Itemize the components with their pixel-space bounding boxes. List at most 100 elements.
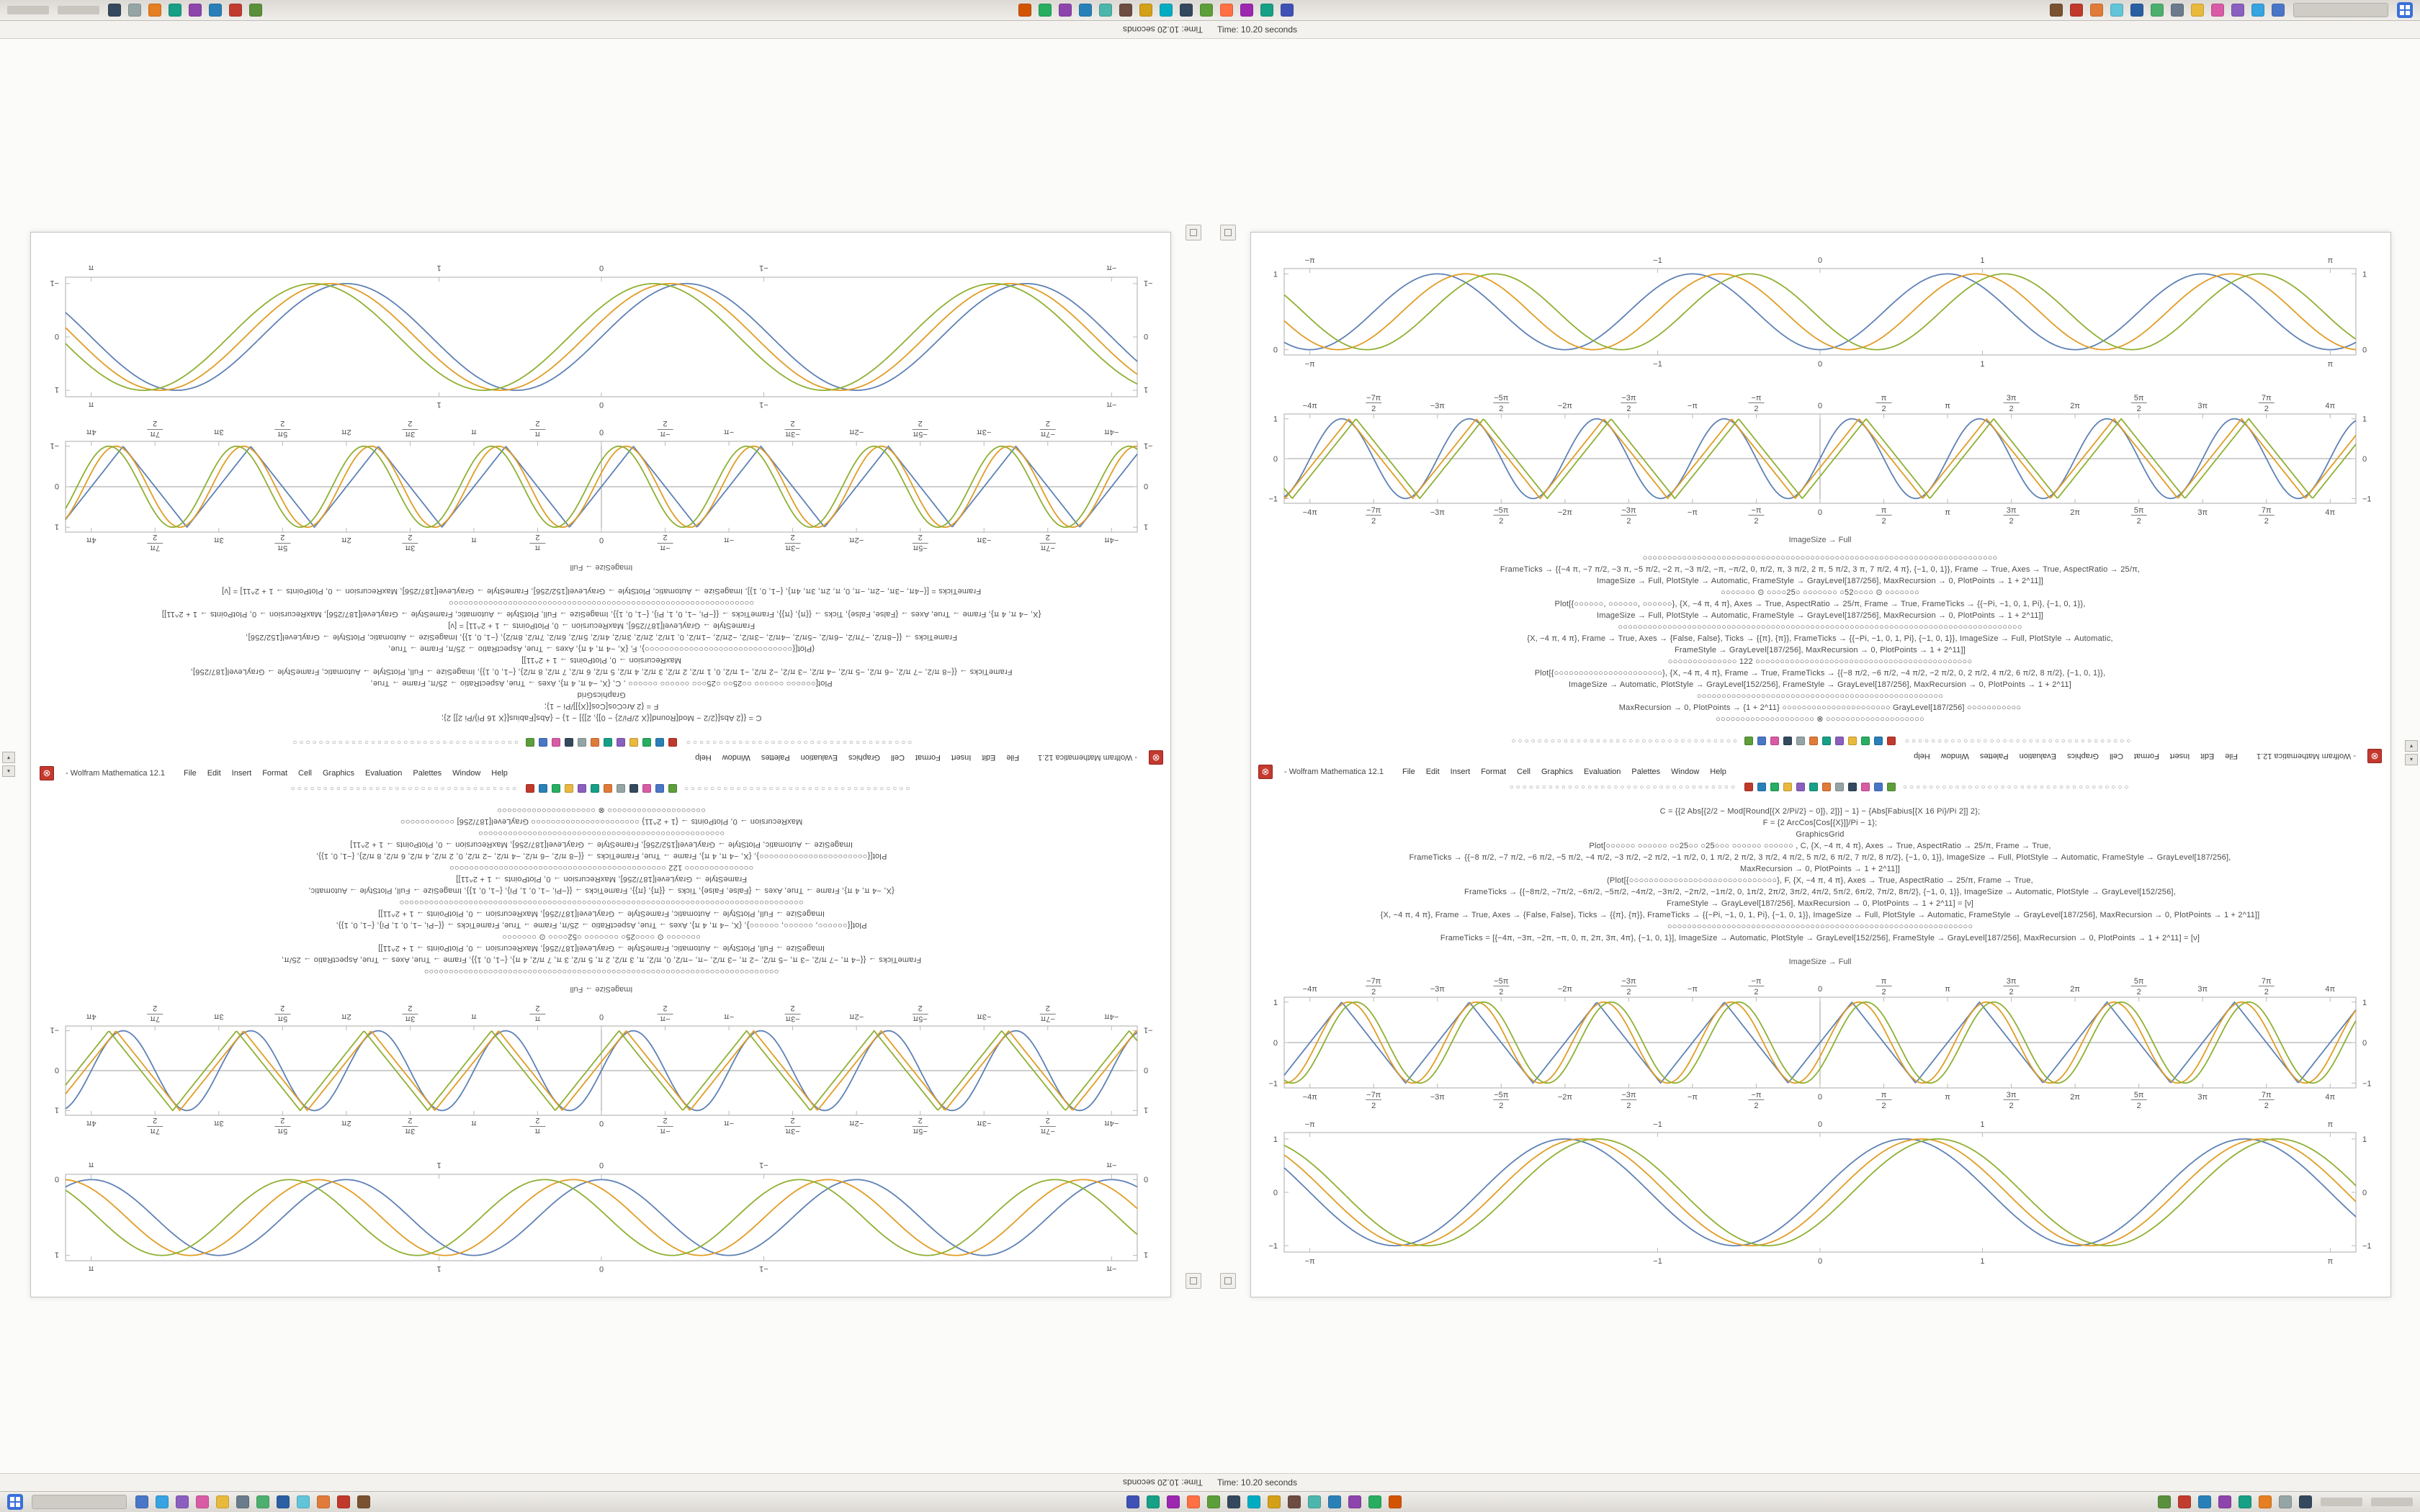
toolbar-icon[interactable] <box>1835 783 1844 791</box>
toolbar-icon[interactable] <box>1783 783 1792 791</box>
taskbar-app-icon[interactable] <box>1260 4 1273 17</box>
toolbar-icon[interactable] <box>565 738 573 747</box>
tray-icon[interactable] <box>169 4 182 17</box>
toolbar-icon[interactable] <box>1887 737 1896 745</box>
menu-item[interactable]: Cell <box>1517 768 1531 776</box>
taskbar-app-icon[interactable] <box>2151 4 2164 17</box>
toolbar-icon[interactable] <box>552 784 560 793</box>
taskbar-app-icon[interactable] <box>1039 4 1052 17</box>
menu-item[interactable]: Cell <box>2110 752 2123 760</box>
menu-item[interactable]: File <box>1006 753 1020 762</box>
menu-item[interactable]: Graphics <box>848 753 881 762</box>
menu-item[interactable]: Cell <box>298 769 312 778</box>
tray-icon[interactable] <box>2279 1495 2292 1508</box>
taskbar-app-icon[interactable] <box>337 1495 350 1508</box>
toolbar-icon[interactable] <box>591 784 599 793</box>
menu-item[interactable]: Edit <box>207 769 221 778</box>
toolbar-icon[interactable] <box>1874 737 1883 745</box>
toolbar-icon[interactable] <box>1835 737 1844 745</box>
menu-item[interactable]: Graphics <box>2066 752 2099 760</box>
toolbar-icon[interactable] <box>1822 737 1831 745</box>
taskbar-app-icon[interactable] <box>1180 4 1193 17</box>
menu-item[interactable]: File <box>2225 752 2238 760</box>
taskbar-app-icon[interactable] <box>1227 1495 1240 1508</box>
taskbar-app-icon[interactable] <box>1281 4 1294 17</box>
close-button[interactable]: ⊗ <box>2367 749 2382 763</box>
taskbar-app-icon[interactable] <box>176 1495 189 1508</box>
toolbar-icon[interactable] <box>1822 783 1831 791</box>
close-button[interactable]: ⊗ <box>1149 750 1163 765</box>
taskbar-app-icon[interactable] <box>1147 1495 1160 1508</box>
taskbar-app-icon[interactable] <box>1288 1495 1301 1508</box>
tray-icon[interactable] <box>249 4 262 17</box>
toolbar-icon[interactable] <box>642 784 651 793</box>
taskbar-app-icon[interactable] <box>1059 4 1072 17</box>
menu-item[interactable]: Graphics <box>1541 768 1574 776</box>
menu-item[interactable]: Palettes <box>1979 752 2009 760</box>
taskbar-app-icon[interactable] <box>1018 4 1031 17</box>
toolbar-icon[interactable] <box>526 738 534 747</box>
menu-item[interactable]: Evaluation <box>1584 768 1621 776</box>
menu-item[interactable]: Edit <box>1425 768 1440 776</box>
tray-icon[interactable] <box>209 4 222 17</box>
taskbar-app-icon[interactable] <box>156 1495 169 1508</box>
close-button[interactable]: ⊗ <box>40 766 54 780</box>
toolbar-icon[interactable] <box>539 738 547 747</box>
menu-item[interactable]: Palettes <box>1631 768 1661 776</box>
taskbar-app-icon[interactable] <box>2231 4 2244 17</box>
menu-item[interactable]: File <box>1402 768 1415 776</box>
toolbar-icon[interactable] <box>604 784 612 793</box>
taskbar-app-icon[interactable] <box>2050 4 2063 17</box>
taskbar-window-button[interactable] <box>32 1495 127 1509</box>
menu-item[interactable]: Evaluation <box>2019 752 2056 760</box>
close-button[interactable]: ⊗ <box>1258 765 1273 779</box>
menu-item[interactable]: Window <box>1671 768 1700 776</box>
toolbar-icon[interactable] <box>1744 737 1753 745</box>
taskbar-app-icon[interactable] <box>297 1495 310 1508</box>
toolbar-icon[interactable] <box>1770 737 1779 745</box>
tray-icon[interactable] <box>2238 1495 2251 1508</box>
toolbar-icon[interactable] <box>1848 783 1857 791</box>
toolbar-icon[interactable] <box>578 738 586 747</box>
tray-icon[interactable] <box>2218 1495 2231 1508</box>
menu-item[interactable]: File <box>183 769 197 778</box>
taskbar-app-icon[interactable] <box>2110 4 2123 17</box>
toolbar-icon[interactable] <box>617 784 625 793</box>
taskbar-app-icon[interactable] <box>1308 1495 1321 1508</box>
taskbar-app-icon[interactable] <box>236 1495 249 1508</box>
menu-item[interactable]: Palettes <box>413 769 442 778</box>
taskbar-app-icon[interactable] <box>2070 4 2083 17</box>
start-button[interactable] <box>2397 2 2413 18</box>
taskbar-app-icon[interactable] <box>256 1495 269 1508</box>
menu-item[interactable]: Cell <box>891 753 905 762</box>
taskbar-app-icon[interactable] <box>317 1495 330 1508</box>
toolbar-icon[interactable] <box>1796 737 1805 745</box>
menu-item[interactable]: Insert <box>1450 768 1471 776</box>
tray-icon[interactable] <box>128 4 141 17</box>
menu-item[interactable]: Help <box>491 769 508 778</box>
menu-item[interactable]: Help <box>695 753 712 762</box>
taskbar-app-icon[interactable] <box>2191 4 2204 17</box>
toolbar-icon[interactable] <box>1848 737 1857 745</box>
taskbar-app-icon[interactable] <box>216 1495 229 1508</box>
tray-icon[interactable] <box>2299 1495 2312 1508</box>
menu-item[interactable]: Window <box>722 753 750 762</box>
taskbar-app-icon[interactable] <box>2272 4 2285 17</box>
taskbar-app-icon[interactable] <box>1099 4 1112 17</box>
toolbar-icon[interactable] <box>642 738 651 747</box>
menu-item[interactable]: Format <box>262 769 288 778</box>
menu-item[interactable]: Graphics <box>322 769 355 778</box>
taskbar-app-icon[interactable] <box>277 1495 290 1508</box>
menu-item[interactable]: Format <box>915 753 941 762</box>
toolbar-icon[interactable] <box>629 784 638 793</box>
toolbar-icon[interactable] <box>539 784 547 793</box>
page-dock-button[interactable] <box>1220 225 1236 240</box>
taskbar-app-icon[interactable] <box>1247 1495 1260 1508</box>
scroll-down-button[interactable]: ▾ <box>2 752 15 763</box>
taskbar-app-icon[interactable] <box>1079 4 1092 17</box>
tray-icon[interactable] <box>108 4 121 17</box>
menu-item[interactable]: Help <box>1710 768 1726 776</box>
menu-item[interactable]: Help <box>1914 752 1930 760</box>
tray-icon[interactable] <box>2198 1495 2211 1508</box>
toolbar-icon[interactable] <box>1874 783 1883 791</box>
